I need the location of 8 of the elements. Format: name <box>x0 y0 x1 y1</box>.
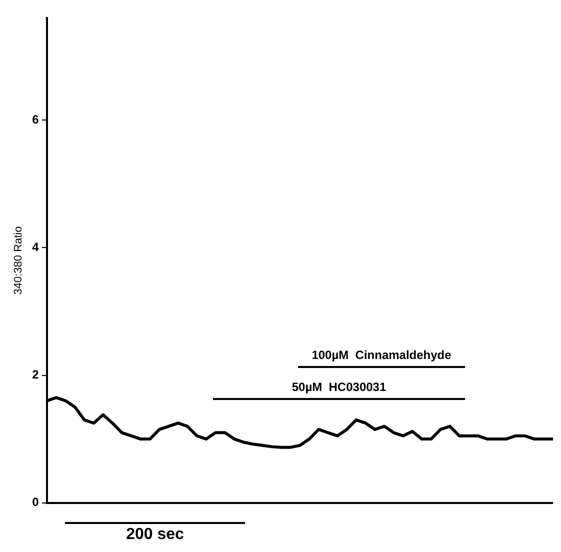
y-tick-label: 2 <box>32 368 40 382</box>
y-tick-label: 0 <box>32 495 40 510</box>
y-tick-label: 4 <box>32 240 40 254</box>
annotation: 50µM HC030031 <box>290 380 388 394</box>
text: 200 sec <box>125 525 185 544</box>
annotation: 100µM Cinnamaldehyde <box>310 348 452 362</box>
y-axis-title: 340:380 Ratio <box>12 226 25 295</box>
y-tick-label: 6 <box>32 112 40 127</box>
